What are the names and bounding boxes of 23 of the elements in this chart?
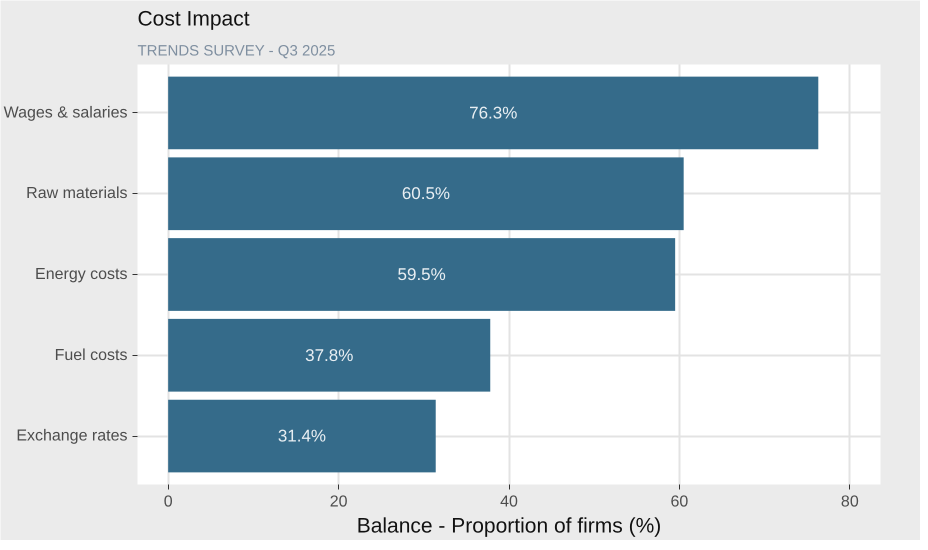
bar <box>168 238 676 311</box>
y-tick-label: Energy costs <box>35 266 128 283</box>
data-label: 76.3% <box>469 103 518 122</box>
y-tick-label: Fuel costs <box>54 346 128 364</box>
x-tick-label: 80 <box>840 494 859 510</box>
data-label: 60.5% <box>402 184 450 204</box>
y-tick-label: Wages & salaries <box>4 104 128 122</box>
data-label: 59.5% <box>398 265 446 284</box>
bar <box>168 400 436 472</box>
x-tick-label: 60 <box>670 494 688 510</box>
bar <box>168 76 818 150</box>
chart-subtitle: TRENDS SURVEY - Q3 2025 <box>138 42 336 60</box>
x-tick-label: 0 <box>164 494 173 510</box>
bar <box>168 318 490 392</box>
data-label: 31.4% <box>278 426 326 446</box>
bar <box>168 157 684 230</box>
y-tick-label: Raw materials <box>26 185 128 202</box>
chart-title: Cost Impact <box>138 8 250 30</box>
x-tick-label: 40 <box>500 494 518 510</box>
x-axis-title: Balance - Proportion of firms (%) <box>356 514 662 538</box>
data-label: 37.8% <box>305 346 354 365</box>
y-tick-label: Exchange rates <box>16 428 128 445</box>
x-tick-label: 20 <box>330 494 348 510</box>
